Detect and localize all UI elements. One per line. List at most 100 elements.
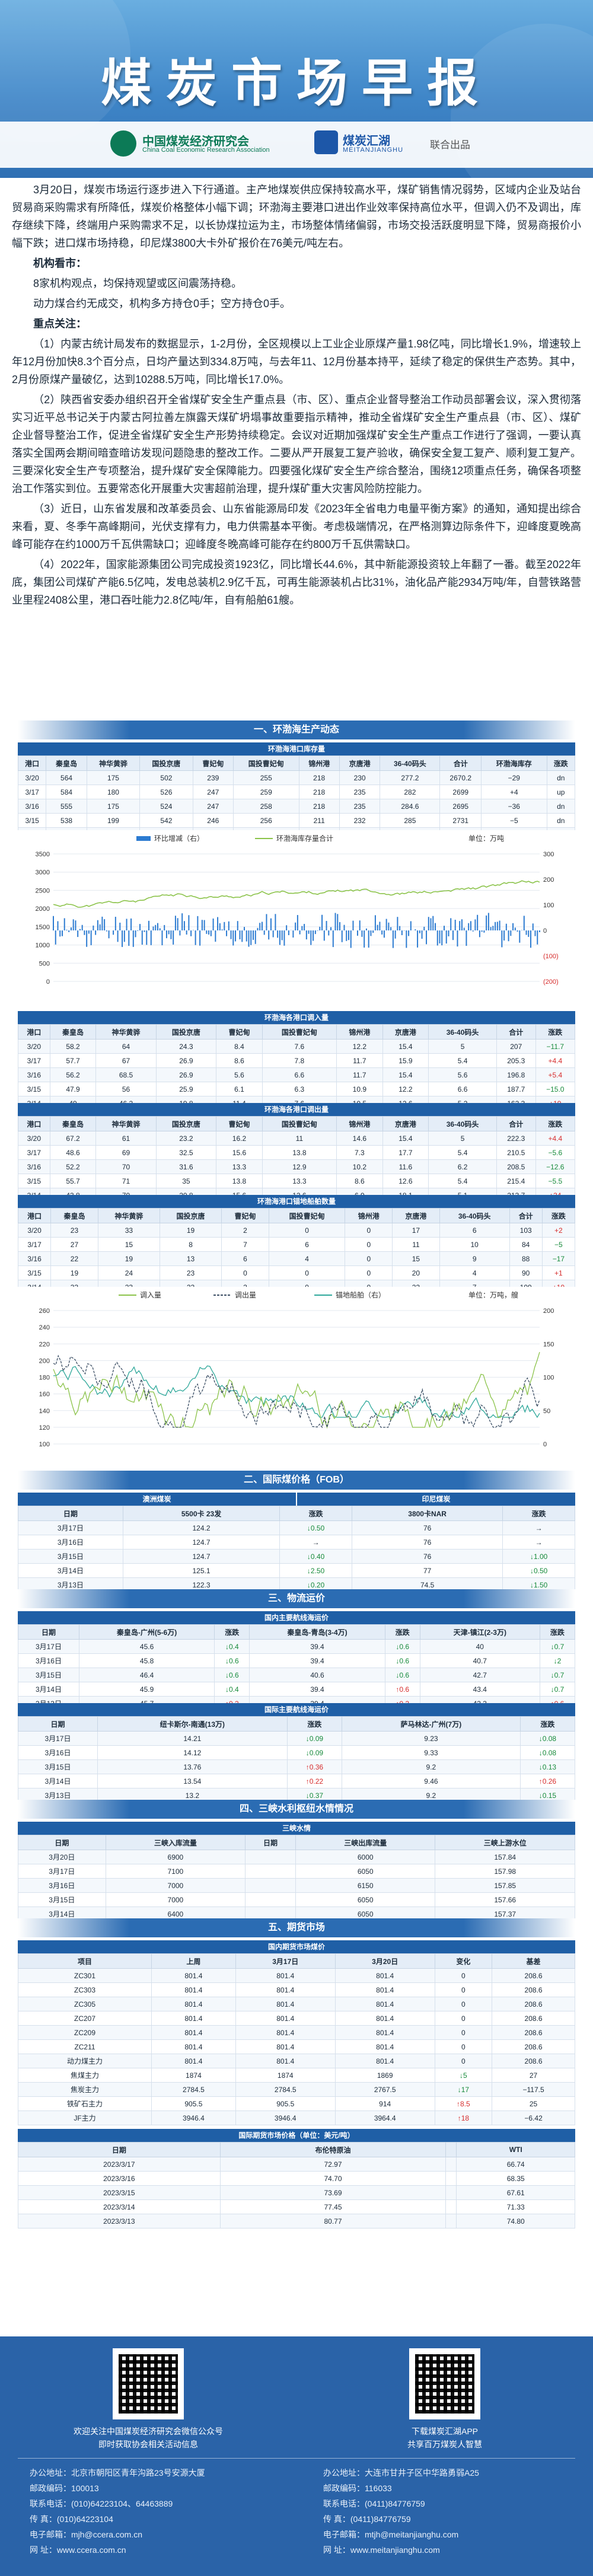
table-cell: 58.2 bbox=[49, 1039, 97, 1054]
key-focus-label: 重点关注： bbox=[33, 318, 87, 330]
table-cell: 526 bbox=[139, 785, 193, 799]
table-row: 3月14日 125.1 ↓2.50 77 ↓0.50 bbox=[18, 1563, 575, 1578]
table-cell: 2023/3/13 bbox=[18, 2214, 221, 2229]
table-row: 3/17 584 180 526 247 259 218 235 282 2699 +4 up bbox=[17, 785, 576, 799]
right-tick-label: 150 bbox=[543, 1341, 554, 1348]
table-cell: 259 bbox=[233, 785, 299, 799]
table-row: 3月17日 45.6 ↓0.4 39.4 ↓0.6 40 ↓0.7 bbox=[18, 1639, 576, 1654]
table-cell: ↑18 bbox=[434, 2110, 493, 2125]
column-header: 秦皇岛-青岛(3-4万) bbox=[249, 1624, 385, 1640]
column-header: 涨跌 bbox=[214, 1624, 250, 1640]
section-title: 五、期货市场 bbox=[18, 1918, 575, 1937]
column-header: 锦州港 bbox=[345, 1208, 393, 1223]
table-cell: 0 bbox=[434, 2011, 493, 2026]
org-name-en: China Coal Economic Research Association bbox=[142, 146, 270, 154]
table-row: 3/20 23 33 19 2 0 0 17 6 103 +2 bbox=[17, 1223, 576, 1238]
table-cell: 247 bbox=[192, 785, 234, 799]
contact-line: 电子邮箱：mtjh@meitanjianghu.com bbox=[323, 2530, 459, 2539]
contact-line: 传 真：(0411)84776759 bbox=[323, 2514, 411, 2524]
table-cell: 157.85 bbox=[435, 1878, 575, 1893]
table-cell: 801.4 bbox=[334, 1968, 435, 1983]
table-cell: 914 bbox=[334, 2096, 435, 2111]
table-cell: 175 bbox=[86, 799, 141, 814]
table-cell: ↓0.13 bbox=[519, 1759, 576, 1774]
table-cell: +5.4 bbox=[535, 1067, 576, 1082]
table-title: 环渤海港口锚地船舶数量 bbox=[18, 1195, 575, 1208]
outbound-line bbox=[53, 1354, 540, 1429]
column-header: 京唐港 bbox=[392, 1208, 440, 1223]
column-header: 国投曹妃甸 bbox=[262, 1024, 337, 1040]
table-cell: 39.4 bbox=[249, 1639, 385, 1654]
app-qr-code[interactable] bbox=[409, 2348, 480, 2419]
table-cell: 77.45 bbox=[219, 2199, 447, 2214]
table-cell: 4 bbox=[439, 1265, 510, 1280]
table-row: ZC209 801.4 801.4 801.4 0 208.6 bbox=[17, 2025, 575, 2040]
table-cell: −15.0 bbox=[535, 1082, 576, 1096]
table-cell: 13.54 bbox=[97, 1774, 288, 1788]
column-header: 神华黄骅 bbox=[95, 1024, 157, 1040]
table-cell: 27 bbox=[50, 1237, 98, 1252]
table-cell bbox=[245, 1850, 296, 1864]
table-cell: 15 bbox=[392, 1251, 440, 1266]
table-cell: 4 bbox=[268, 1251, 346, 1266]
table-cell: 801.4 bbox=[235, 2039, 336, 2054]
column-header: 秦皇岛 bbox=[49, 1116, 97, 1131]
column-header: 锦州港 bbox=[336, 1116, 383, 1131]
table-cell: 0 bbox=[221, 1265, 269, 1280]
left-tick-label: 200 bbox=[39, 1357, 50, 1364]
column-header: 3800卡NAR bbox=[351, 1506, 503, 1521]
table-cell: 0 bbox=[434, 2025, 493, 2040]
column-header: 秦皇岛 bbox=[49, 1024, 97, 1040]
table-cell: 3月17日 bbox=[18, 1864, 106, 1879]
contact-line: 办公地址：北京市朝阳区青年沟路23号安源大厦 bbox=[30, 2468, 205, 2478]
left-tick-label: 2500 bbox=[36, 887, 50, 894]
column-header: 合计 bbox=[496, 1024, 536, 1040]
table-cell: 0 bbox=[434, 2054, 493, 2068]
table-cell: 555 bbox=[46, 799, 87, 814]
table-cell: 40 bbox=[419, 1639, 540, 1654]
table-cell: 11 bbox=[392, 1237, 440, 1252]
table-row: 3月16日 124.7 → 76 → bbox=[18, 1535, 575, 1550]
table-row: ZC305 801.4 801.4 801.4 0 208.6 bbox=[17, 1997, 575, 2011]
table-cell: 5 bbox=[428, 1131, 497, 1146]
table-row: 3/17 48.6 69 32.5 15.6 13.8 7.3 17.7 5.4 210.5 −5.… bbox=[18, 1145, 576, 1160]
table-cell: 230 bbox=[339, 770, 381, 785]
table-cell: 801.4 bbox=[334, 1982, 435, 1997]
table-cell: 801.4 bbox=[151, 2011, 236, 2026]
legend-label: 调入量 bbox=[140, 1291, 161, 1299]
table-cell: 3月15日 bbox=[18, 1892, 106, 1907]
table-cell: 11.7 bbox=[336, 1067, 383, 1082]
table-cell: 103 bbox=[509, 1223, 543, 1238]
column-header: 秦皇岛-广州(5-6万) bbox=[78, 1624, 215, 1640]
table-cell: 48.6 bbox=[49, 1145, 97, 1160]
table-cell: 6000 bbox=[295, 1850, 436, 1864]
right-tick-label: 50 bbox=[543, 1408, 550, 1415]
table-cell: 32.5 bbox=[155, 1145, 217, 1160]
table-row: 3月14日 13.54 ↑0.22 9.46 ↑0.26 bbox=[18, 1774, 576, 1788]
table-title: 环渤海各港口调入量 bbox=[18, 1011, 575, 1024]
left-tick-label: 180 bbox=[39, 1375, 50, 1382]
table-cell: ZC209 bbox=[17, 2025, 152, 2040]
table-cell: 铁矿石主力 bbox=[17, 2096, 152, 2111]
table-cell: 1874 bbox=[235, 2068, 336, 2083]
left-tick-label: 2000 bbox=[36, 906, 50, 913]
table-cell: 90 bbox=[509, 1265, 543, 1280]
inventory-chart: 3500 3000 2500 2000 1500 1000 500 0 300 200 100 0 (1… bbox=[18, 830, 575, 1008]
left-tick-label: 100 bbox=[39, 1441, 50, 1448]
table-row: 3月15日 124.7 ↓0.40 76 ↓1.00 bbox=[18, 1549, 575, 1564]
table-cell: 3/15 bbox=[17, 813, 47, 828]
anchor-ships-line bbox=[53, 1365, 540, 1418]
intl-freight-table: 国际主要航线海运价 日期 纽卡斯尔-南通(13万) 涨跌 萨马林达-广州(7万) 涨跌 3… bbox=[18, 1703, 576, 1803]
table-cell: 235 bbox=[339, 785, 381, 799]
left-tick-label: 160 bbox=[39, 1391, 50, 1398]
wechat-qr-code[interactable] bbox=[113, 2348, 184, 2419]
table-cell: 20 bbox=[392, 1265, 440, 1280]
table-cell: 42.7 bbox=[419, 1668, 540, 1682]
summary-paragraph: 动力煤合约无成交，机构多方持仓0手；空方持仓0手。 bbox=[33, 298, 291, 310]
column-header: 神华黄骅 bbox=[97, 1208, 160, 1223]
column-header: 36-40码头 bbox=[428, 1024, 497, 1040]
table-cell: 68.5 bbox=[95, 1067, 157, 1082]
left-tick-label: 240 bbox=[39, 1324, 50, 1331]
column-header: 国投京唐 bbox=[159, 1208, 222, 1223]
table-cell: 222.3 bbox=[496, 1131, 536, 1146]
